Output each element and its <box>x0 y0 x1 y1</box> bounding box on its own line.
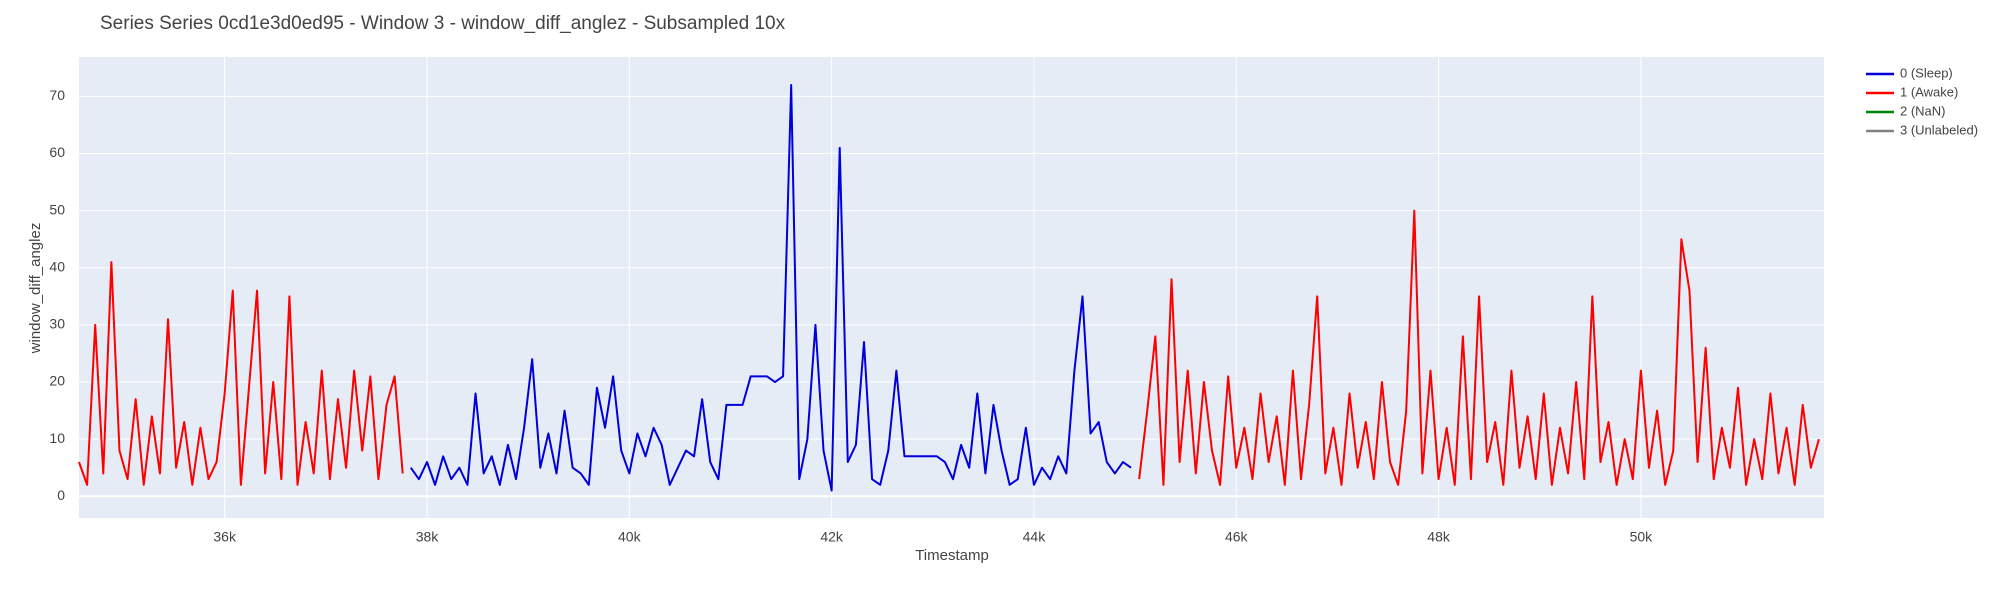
legend: 0 (Sleep) 1 (Awake) 2 (NaN) 3 (Unlabeled) <box>1866 65 1978 137</box>
x-tick-label: 42k <box>820 529 844 545</box>
y-tick-label: 50 <box>49 201 65 217</box>
chart-title: Series Series 0cd1e3d0ed95 - Window 3 - … <box>100 13 786 34</box>
series-line <box>78 209 1820 486</box>
x-tick-label: 48k <box>1427 529 1451 545</box>
legend-label: 3 (Unlabeled) <box>1900 122 1978 137</box>
y-tick-label: 0 <box>57 487 65 503</box>
y-tick-label: 70 <box>49 87 65 103</box>
plot-background <box>79 57 1824 518</box>
legend-label: 2 (NaN) <box>1900 103 1946 118</box>
legend-label: 0 (Sleep) <box>1900 65 1953 80</box>
x-tick-label: 46k <box>1225 529 1249 545</box>
y-tick-label: 40 <box>49 258 65 274</box>
x-tick-label: 50k <box>1630 529 1654 545</box>
y-axis-title: window_diff_anglez <box>27 223 44 355</box>
lines <box>78 83 1820 492</box>
legend-label: 1 (Awake) <box>1900 84 1958 99</box>
x-tick-label: 38k <box>416 529 440 545</box>
y-tick-label: 20 <box>49 373 65 389</box>
x-tick-label: 36k <box>213 529 237 545</box>
x-axis-title: Timestamp <box>915 547 989 564</box>
series-line <box>409 83 1132 492</box>
x-tick-label: 44k <box>1023 529 1047 545</box>
y-tick-label: 60 <box>49 144 65 160</box>
y-tick-label: 30 <box>49 316 65 332</box>
x-tick-label: 40k <box>618 529 642 545</box>
y-tick-label: 10 <box>49 430 65 446</box>
